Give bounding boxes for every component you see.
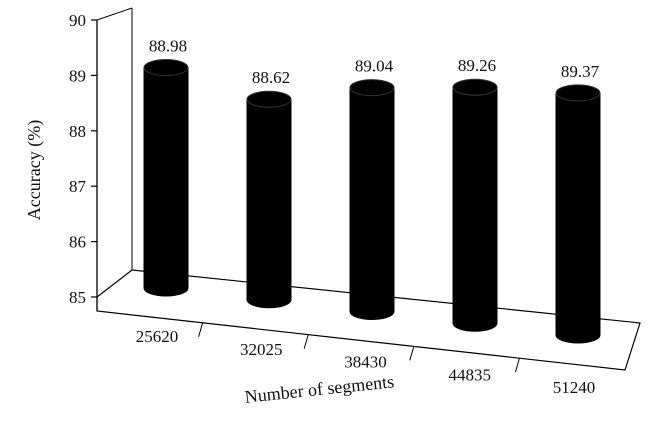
bar-44835 (452, 78, 498, 332)
bar-body (555, 92, 601, 344)
x-tick-separator (514, 358, 520, 373)
axes-group: 85 86 87 88 89 90 (69, 7, 641, 373)
bar-32025 (246, 90, 292, 309)
labels-group: 88.98 25620 88.62 32025 89.04 38430 89.26 44835… (136, 37, 600, 397)
x-tick-separator (303, 334, 309, 349)
bar-51240 (555, 84, 601, 344)
x-tick-label: 25620 (136, 327, 179, 346)
bar-top-cap (143, 59, 189, 77)
bar-top-cap (349, 79, 395, 97)
bar-body (143, 67, 189, 297)
axis-depth-top (96, 7, 133, 21)
bar-body (349, 87, 395, 320)
bar-top-cap (246, 90, 292, 108)
bar-38430 (349, 79, 395, 320)
data-label: 88.98 (149, 37, 187, 56)
y-tick-label: 87 (69, 177, 87, 196)
data-label: 89.04 (355, 57, 394, 76)
y-tick-label: 90 (69, 11, 86, 30)
bar-top-cap (452, 78, 498, 96)
y-tick-label: 89 (69, 66, 86, 85)
data-label: 89.37 (561, 62, 600, 81)
bar-top-cap (555, 84, 601, 102)
bar-body (452, 86, 498, 332)
data-label: 89.26 (458, 56, 496, 75)
x-axis-title: Number of segments (244, 371, 395, 407)
x-tick-label: 38430 (344, 353, 387, 372)
y-tick-label: 88 (69, 122, 86, 141)
data-label: 88.62 (252, 68, 290, 87)
x-tick-label: 32025 (240, 340, 283, 359)
x-tick-separator (198, 322, 204, 337)
bar-body (246, 98, 292, 309)
bar-25620 (143, 59, 189, 297)
x-tick-label: 51240 (553, 378, 596, 397)
y-tick-label: 85 (69, 288, 86, 307)
y-tick-label: 86 (69, 233, 86, 252)
y-axis-title: Accuracy (%) (24, 120, 45, 220)
bars-group (143, 59, 601, 344)
x-tick-label: 44835 (449, 365, 492, 384)
x-tick-separator (409, 346, 415, 361)
